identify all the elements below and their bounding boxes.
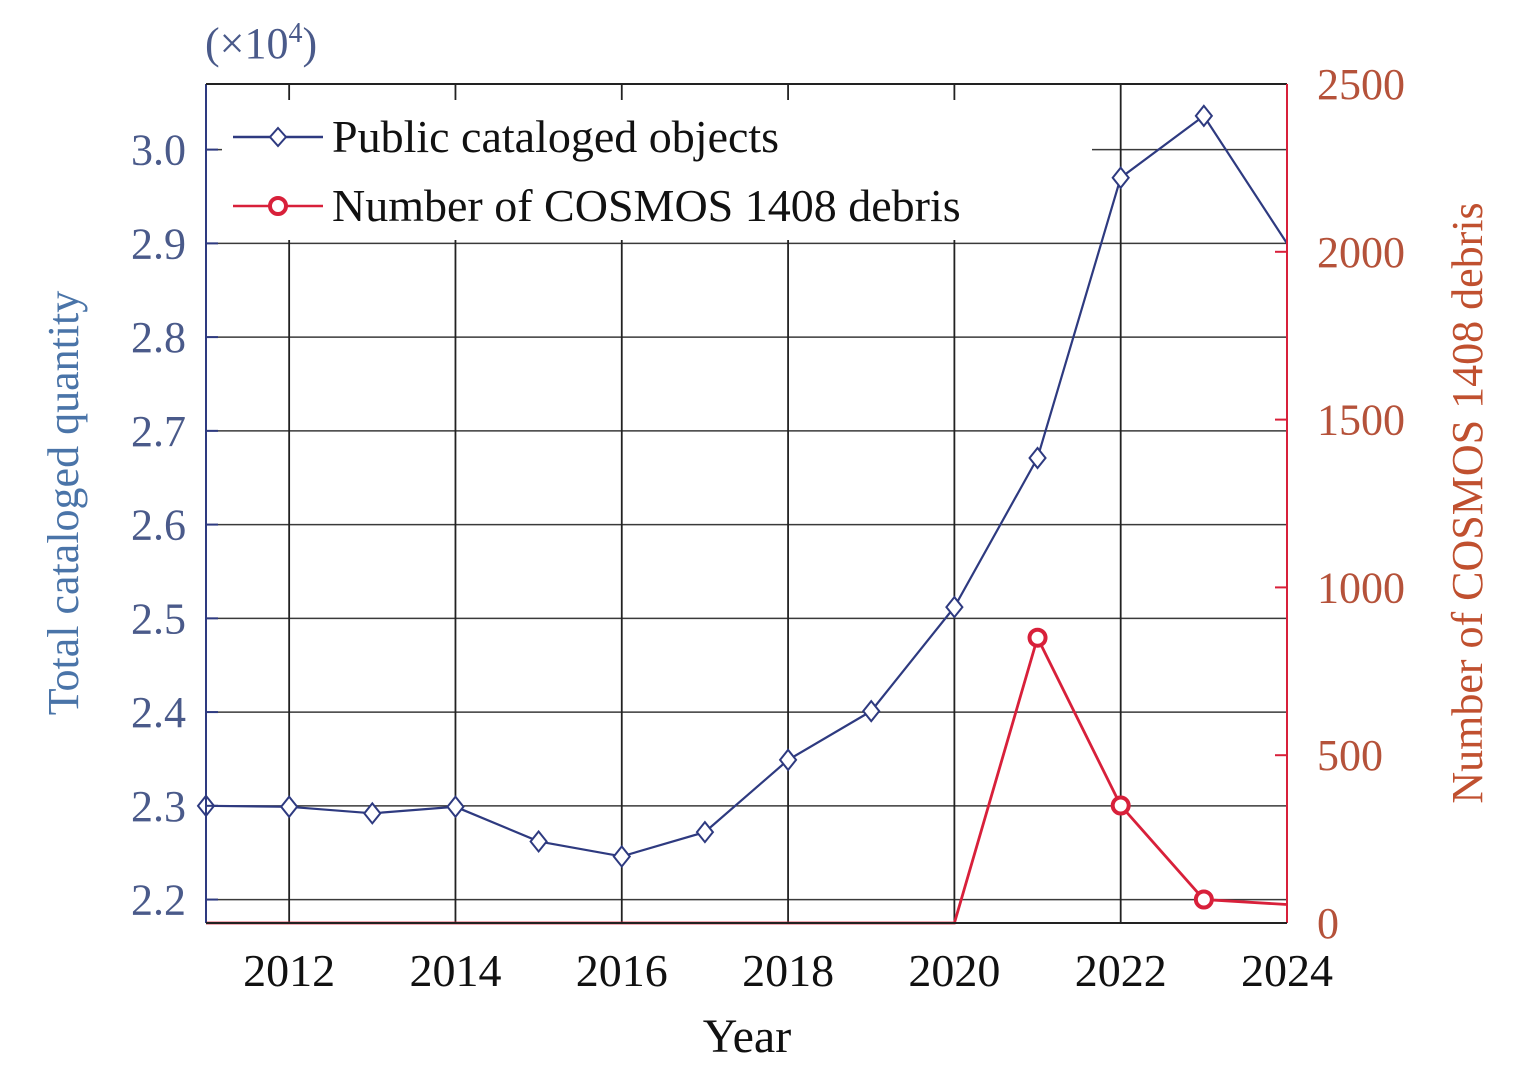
right-axis-label: Number of COSMOS 1408 debris bbox=[1443, 202, 1492, 803]
left-tick-label: 2.7 bbox=[131, 407, 186, 456]
left-tick-label: 2.2 bbox=[131, 876, 186, 925]
left-tick-label: 2.3 bbox=[131, 782, 186, 831]
left-tick-label: 2.6 bbox=[131, 501, 186, 550]
series-line-0 bbox=[205, 114, 1288, 858]
x-tick-label: 2014 bbox=[409, 945, 501, 996]
legend-marker-diamond bbox=[268, 126, 288, 148]
x-tick-label: 2016 bbox=[576, 945, 668, 996]
x-axis-label: Year bbox=[703, 1010, 791, 1063]
data-point-diamond bbox=[279, 795, 299, 819]
right-tick-label: 2000 bbox=[1317, 228, 1405, 277]
axes bbox=[205, 83, 1288, 924]
data-point-circle bbox=[1110, 795, 1131, 816]
data-point-diamond bbox=[778, 748, 798, 772]
multiplier-close: ) bbox=[302, 19, 317, 68]
data-point-diamond bbox=[1194, 104, 1214, 128]
right-tick-label: 1500 bbox=[1317, 396, 1405, 445]
legend-label-cosmos: Number of COSMOS 1408 debris bbox=[332, 180, 961, 231]
x-tick-label: 2020 bbox=[908, 945, 1000, 996]
multiplier-base: (×10 bbox=[205, 19, 288, 68]
data-point-diamond bbox=[861, 699, 881, 723]
legend: Public cataloged objects Number of COSMO… bbox=[222, 100, 1092, 240]
data-point-diamond bbox=[695, 820, 715, 844]
right-tick-label: 0 bbox=[1317, 899, 1339, 948]
legend-label-public: Public cataloged objects bbox=[332, 111, 779, 162]
x-tick-label: 2012 bbox=[243, 945, 335, 996]
data-point-diamond bbox=[363, 801, 382, 825]
legend-marker-circle bbox=[268, 196, 288, 216]
data-point-circle bbox=[1193, 889, 1214, 910]
data-point-circle bbox=[1027, 627, 1048, 648]
left-tick-label: 3.0 bbox=[131, 126, 186, 175]
right-tick-label: 500 bbox=[1317, 731, 1383, 780]
left-axis-label: Total cataloged quantity bbox=[39, 291, 88, 716]
x-tick-label: 2024 bbox=[1241, 945, 1333, 996]
data-point-diamond bbox=[612, 844, 632, 869]
left-axis-multiplier: (×104) bbox=[205, 18, 317, 68]
left-tick-label: 2.5 bbox=[131, 594, 186, 643]
x-tick-label: 2022 bbox=[1075, 945, 1167, 996]
data-point-diamond bbox=[1111, 166, 1130, 190]
legend-box bbox=[222, 100, 1092, 240]
right-tick-label: 2500 bbox=[1317, 60, 1405, 109]
right-tick-label: 1000 bbox=[1317, 563, 1405, 612]
tick-labels: 2.2 2.3 2.4 2.5 2.6 2.7 2.8 2.9 3.0 2012 2014 2016 2… bbox=[131, 60, 1405, 996]
left-tick-label: 2.4 bbox=[131, 688, 186, 737]
data-point-diamond bbox=[1028, 446, 1047, 470]
data-point-diamond bbox=[446, 795, 465, 819]
x-tick-label: 2018 bbox=[742, 945, 834, 996]
left-tick-label: 2.9 bbox=[131, 219, 186, 268]
data-point-diamond bbox=[945, 595, 964, 619]
multiplier-exponent: 4 bbox=[288, 18, 302, 49]
data-point-diamond bbox=[529, 829, 548, 854]
left-tick-label: 2.8 bbox=[131, 313, 186, 362]
